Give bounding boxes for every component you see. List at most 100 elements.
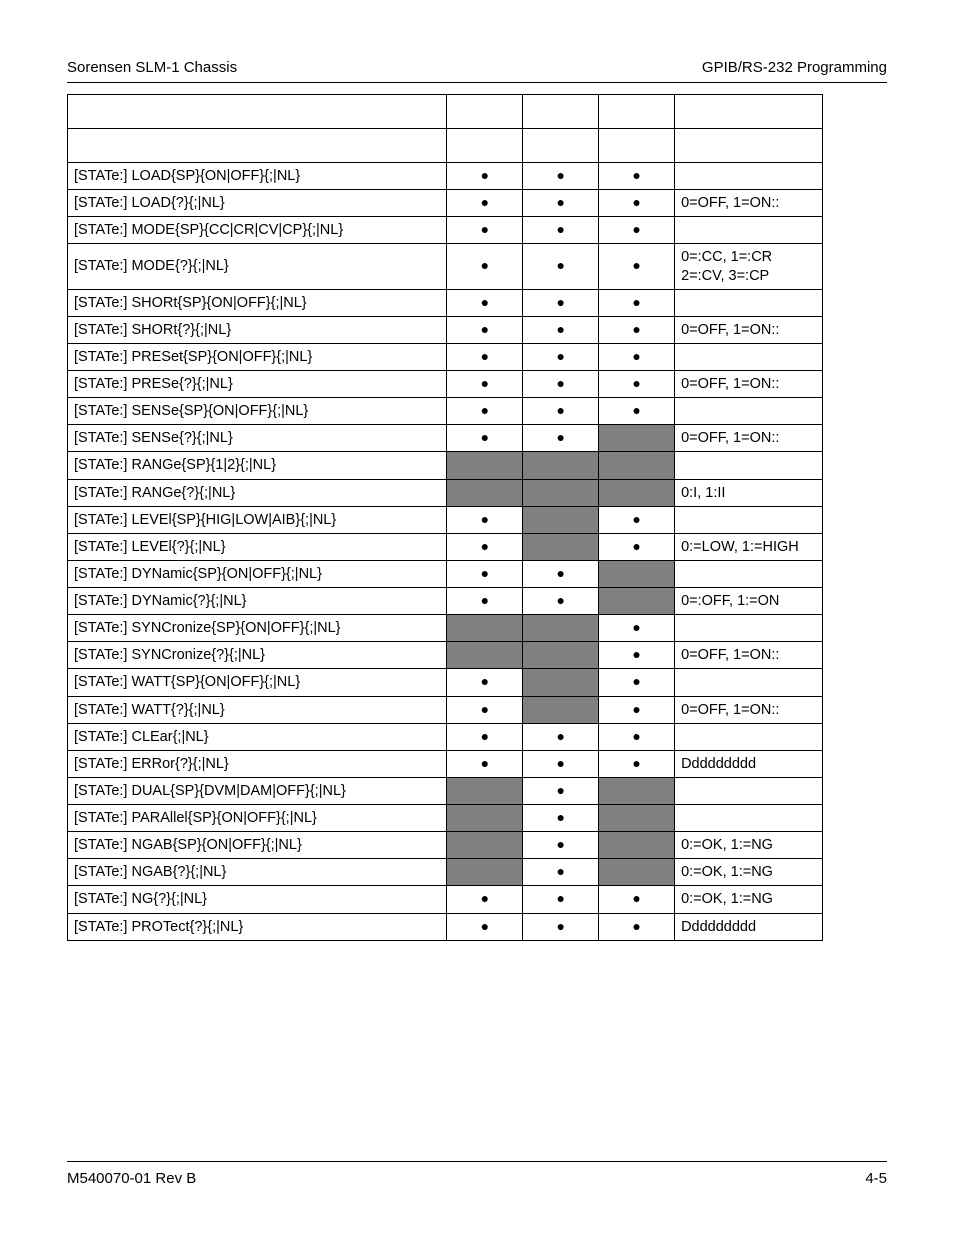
table-row: [STATe:] LOAD{SP}{ON|OFF}{;|NL}●●●	[68, 163, 823, 190]
col-c	[599, 95, 675, 129]
table-row: [STATe:] SYNCronize{SP}{ON|OFF}{;|NL}●	[68, 615, 823, 642]
bullet-icon: ●	[481, 429, 489, 445]
bullet-icon: ●	[481, 918, 489, 934]
col-a: ●	[447, 723, 523, 750]
col-a	[447, 95, 523, 129]
command-cell: [STATe:] LOAD{SP}{ON|OFF}{;|NL}	[68, 163, 447, 190]
col-c	[599, 777, 675, 804]
bullet-icon: ●	[632, 321, 640, 337]
col-c	[599, 425, 675, 452]
col-c	[599, 452, 675, 479]
table-row: [STATe:] NG{?}{;|NL}●●●0:=OK, 1:=NG	[68, 886, 823, 913]
note-cell: 0=OFF, 1=ON::	[675, 371, 823, 398]
note-cell	[675, 398, 823, 425]
bullet-icon: ●	[481, 221, 489, 237]
bullet-icon: ●	[481, 755, 489, 771]
table-row: [STATe:] PRESe{?}{;|NL}●●●0=OFF, 1=ON::	[68, 371, 823, 398]
col-b: ●	[523, 805, 599, 832]
col-c: ●	[599, 913, 675, 940]
note-cell: 0=OFF, 1=ON::	[675, 696, 823, 723]
command-cell: [STATe:] CLEar{;|NL}	[68, 723, 447, 750]
col-a: ●	[447, 316, 523, 343]
col-a: ●	[447, 669, 523, 696]
col-b	[523, 696, 599, 723]
col-c: ●	[599, 669, 675, 696]
note-cell	[675, 163, 823, 190]
col-a: ●	[447, 425, 523, 452]
command-cell: [STATe:] SHORt{?}{;|NL}	[68, 316, 447, 343]
bullet-icon: ●	[557, 257, 565, 273]
bullet-icon: ●	[557, 755, 565, 771]
col-c: ●	[599, 886, 675, 913]
command-cell: [STATe:] WATT{SP}{ON|OFF}{;|NL}	[68, 669, 447, 696]
table-row	[68, 129, 823, 163]
col-b: ●	[523, 217, 599, 244]
table-row: [STATe:] LEVEl{?}{;|NL}●●0:=LOW, 1:=HIGH	[68, 533, 823, 560]
note-cell: 0=OFF, 1=ON::	[675, 642, 823, 669]
col-a	[447, 452, 523, 479]
command-cell: [STATe:] RANGe{SP}{1|2}{;|NL}	[68, 452, 447, 479]
command-cell: [STATe:] DYNamic{?}{;|NL}	[68, 588, 447, 615]
col-c: ●	[599, 163, 675, 190]
header-right: GPIB/RS-232 Programming	[702, 59, 887, 76]
col-b	[523, 95, 599, 129]
note-cell	[675, 560, 823, 587]
col-b	[523, 506, 599, 533]
col-b: ●	[523, 190, 599, 217]
col-b	[523, 669, 599, 696]
bullet-icon: ●	[632, 538, 640, 554]
header-left: Sorensen SLM-1 Chassis	[67, 59, 237, 76]
col-a	[447, 642, 523, 669]
col-a	[447, 859, 523, 886]
command-cell: [STATe:] SENSe{?}{;|NL}	[68, 425, 447, 452]
command-cell: [STATe:] LEVEl{?}{;|NL}	[68, 533, 447, 560]
bullet-icon: ●	[557, 375, 565, 391]
col-c	[599, 479, 675, 506]
command-cell: [STATe:] PRESet{SP}{ON|OFF}{;|NL}	[68, 343, 447, 370]
bullet-icon: ●	[557, 728, 565, 744]
command-cell: [STATe:] NGAB{?}{;|NL}	[68, 859, 447, 886]
bullet-icon: ●	[557, 321, 565, 337]
bullet-icon: ●	[481, 348, 489, 364]
bullet-icon: ●	[632, 619, 640, 635]
footer-right: 4-5	[865, 1170, 887, 1187]
page-header: Sorensen SLM-1 Chassis GPIB/RS-232 Progr…	[67, 59, 887, 83]
bullet-icon: ●	[632, 755, 640, 771]
command-cell: [STATe:] DYNamic{SP}{ON|OFF}{;|NL}	[68, 560, 447, 587]
col-c: ●	[599, 642, 675, 669]
col-c: ●	[599, 289, 675, 316]
table-row: [STATe:] MODE{SP}{CC|CR|CV|CP}{;|NL}●●●	[68, 217, 823, 244]
command-cell: [STATe:] SHORt{SP}{ON|OFF}{;|NL}	[68, 289, 447, 316]
note-cell	[675, 669, 823, 696]
table-row: [STATe:] SHORt{?}{;|NL}●●●0=OFF, 1=ON::	[68, 316, 823, 343]
command-cell	[68, 129, 447, 163]
note-cell	[675, 95, 823, 129]
col-c: ●	[599, 750, 675, 777]
table-row	[68, 95, 823, 129]
command-cell: [STATe:] PARAllel{SP}{ON|OFF}{;|NL}	[68, 805, 447, 832]
note-cell: Ddddddddd	[675, 913, 823, 940]
col-a: ●	[447, 289, 523, 316]
command-cell: [STATe:] SENSe{SP}{ON|OFF}{;|NL}	[68, 398, 447, 425]
col-b	[523, 129, 599, 163]
table-row: [STATe:] PARAllel{SP}{ON|OFF}{;|NL} ●	[68, 805, 823, 832]
bullet-icon: ●	[632, 348, 640, 364]
bullet-icon: ●	[481, 701, 489, 717]
bullet-icon: ●	[557, 918, 565, 934]
table-row: [STATe:] CLEar{;|NL}●●●	[68, 723, 823, 750]
command-cell: [STATe:] WATT{?}{;|NL}	[68, 696, 447, 723]
col-a	[447, 832, 523, 859]
bullet-icon: ●	[632, 646, 640, 662]
table-row: [STATe:] LEVEl{SP}{HIG|LOW|AIB}{;|NL}●●	[68, 506, 823, 533]
table-row: [STATe:] RANGe{?}{;|NL}0:I, 1:II	[68, 479, 823, 506]
table-row: [STATe:] PRESet{SP}{ON|OFF}{;|NL}●●●	[68, 343, 823, 370]
col-b	[523, 479, 599, 506]
bullet-icon: ●	[557, 890, 565, 906]
note-cell: 0:=OK, 1:=NG	[675, 886, 823, 913]
command-cell: [STATe:] NG{?}{;|NL}	[68, 886, 447, 913]
note-cell: 0=OFF, 1=ON::	[675, 425, 823, 452]
col-c: ●	[599, 190, 675, 217]
bullet-icon: ●	[632, 918, 640, 934]
table-row: [STATe:] SYNCronize{?}{;|NL}●0=OFF, 1=ON…	[68, 642, 823, 669]
col-c: ●	[599, 615, 675, 642]
